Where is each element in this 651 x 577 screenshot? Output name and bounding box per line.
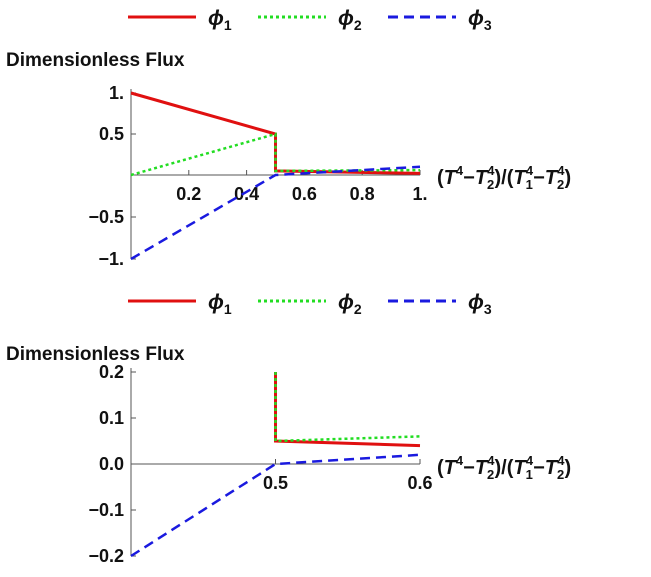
legend-label-2: ϕ2 bbox=[338, 291, 362, 317]
series-line-3 bbox=[130, 165, 421, 261]
x-tick-label: 0.6 bbox=[407, 473, 432, 493]
y-tick-label: −0.2 bbox=[88, 546, 124, 566]
y-tick-label: 1. bbox=[109, 83, 124, 103]
x-tick-label: 0.2 bbox=[176, 184, 201, 204]
series-line-1 bbox=[274, 372, 421, 448]
y-tick-label: 0.5 bbox=[99, 124, 124, 144]
series-line-3 bbox=[130, 453, 421, 558]
legend-label-3: ϕ3 bbox=[468, 291, 492, 317]
y-tick-label: 0.2 bbox=[99, 362, 124, 382]
legend-label-1: ϕ1 bbox=[208, 7, 232, 33]
legend-label-1: ϕ1 bbox=[208, 291, 232, 317]
y-tick-label: −0.5 bbox=[88, 207, 124, 227]
legend-label-3: ϕ3 bbox=[468, 7, 492, 33]
series-line-2 bbox=[130, 132, 421, 177]
legend-label-2: ϕ2 bbox=[338, 7, 362, 33]
y-tick-label: 0.1 bbox=[99, 408, 124, 428]
chart-panel-1: ϕ1 ϕ2 ϕ3 Dimensionless Flux 1. 0.5 −0.5 −1. 0.2 0… bbox=[6, 7, 571, 269]
y-axis-label: Dimensionless Flux bbox=[6, 50, 185, 71]
y-axis-label: Dimensionless Flux bbox=[6, 344, 185, 365]
series-line-2 bbox=[274, 372, 421, 443]
y-tick-label: 0.0 bbox=[99, 454, 124, 474]
x-axis-label: (T4−T24)/(T14−T24) bbox=[437, 163, 571, 192]
x-tick-label: 1. bbox=[412, 184, 427, 204]
x-axis-label: (T4−T24)/(T14−T24) bbox=[437, 453, 571, 482]
y-tick-label: −1. bbox=[98, 249, 124, 269]
x-tick-label: 0.5 bbox=[263, 473, 288, 493]
x-tick-label: 0.4 bbox=[234, 184, 259, 204]
y-tick-label: −0.1 bbox=[88, 500, 124, 520]
x-tick-label: 0.6 bbox=[292, 184, 317, 204]
x-tick-label: 0.8 bbox=[350, 184, 375, 204]
